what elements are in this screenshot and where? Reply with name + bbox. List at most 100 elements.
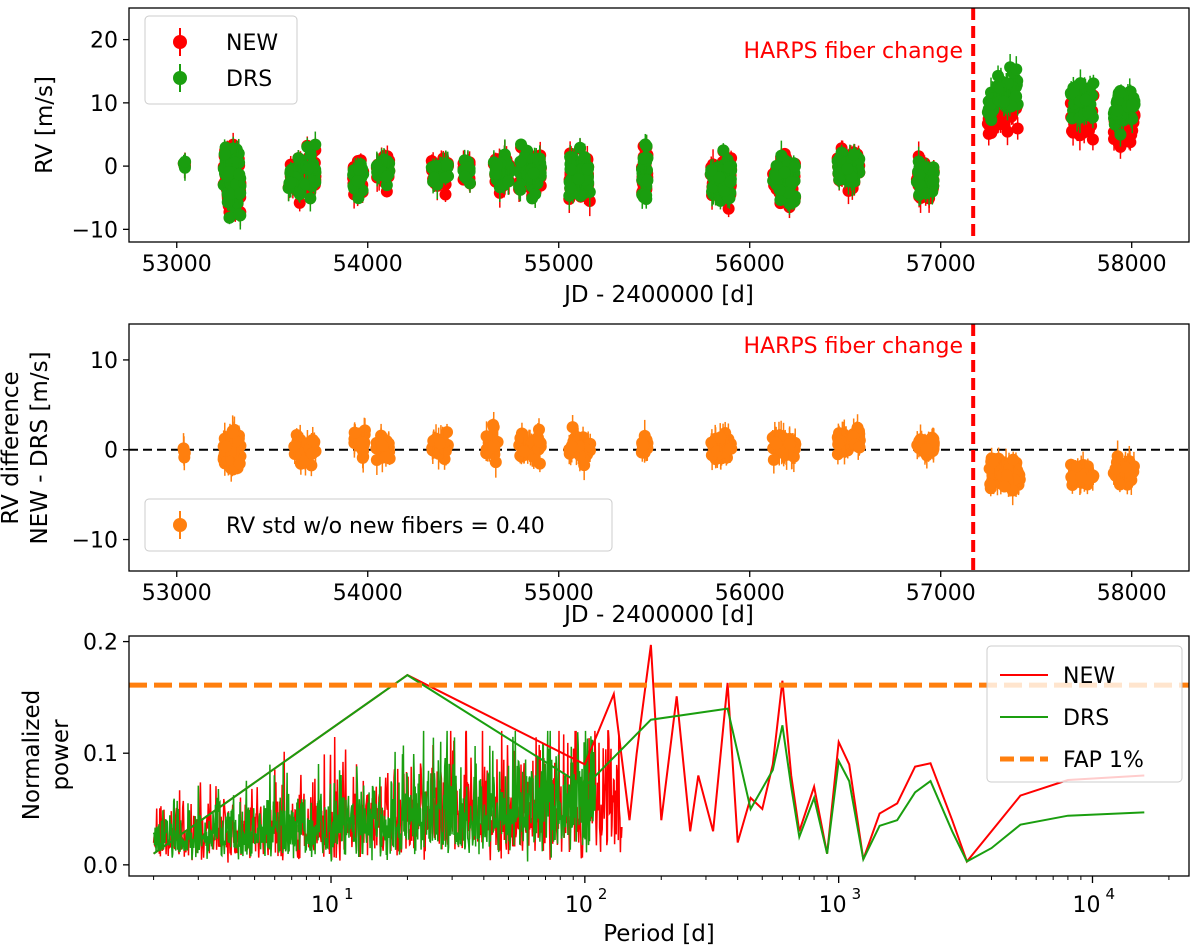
- difference-point: [920, 442, 933, 455]
- new-point: [722, 202, 735, 215]
- drs-point: [353, 163, 366, 176]
- drs-point: [718, 184, 731, 197]
- difference-point: [219, 440, 232, 453]
- difference-point: [533, 435, 546, 448]
- drs-point: [640, 189, 653, 202]
- drs-point: [1126, 99, 1139, 112]
- drs-point: [847, 148, 860, 161]
- difference-point: [770, 437, 783, 450]
- drs-point: [527, 167, 540, 180]
- drs-point: [773, 183, 786, 196]
- x-axis-ticks: 53000 54000 55000 56000 57000 58000: [142, 242, 1167, 277]
- difference-point: [566, 440, 579, 453]
- difference-point: [306, 447, 319, 460]
- x-tick-label: 58000: [1097, 252, 1167, 277]
- drs-noise-band: [152, 730, 597, 862]
- plot-frame: [128, 323, 1190, 572]
- drs-point: [913, 168, 926, 181]
- x-tick-label: 55000: [524, 252, 594, 277]
- y-tick-label: 10: [90, 92, 118, 117]
- drs-point: [527, 153, 540, 166]
- y-tick-label: 10: [90, 349, 118, 374]
- x-tick-label: 53000: [142, 581, 212, 606]
- drs-point: [713, 171, 726, 184]
- y-tick-label: −10: [72, 218, 118, 243]
- periodogram-new-line: [153, 644, 1145, 864]
- y-axis-label: RV difference: [0, 371, 24, 524]
- drs-point: [284, 176, 297, 189]
- fiber-change-annotation: HARPS fiber change: [744, 334, 963, 359]
- drs-point: [460, 161, 473, 174]
- difference-point: [851, 421, 864, 434]
- difference-point: [714, 431, 727, 444]
- drs-point: [564, 163, 577, 176]
- legend-label-drs: DRS: [1063, 706, 1109, 731]
- difference-point: [1113, 478, 1126, 491]
- drs-point: [833, 173, 846, 186]
- drs-point: [429, 160, 442, 173]
- y-tick-label: 0: [104, 439, 118, 464]
- difference-point: [515, 430, 528, 443]
- drs-point: [299, 178, 312, 191]
- drs-point: [1082, 106, 1095, 119]
- plot-frame: [128, 635, 1190, 877]
- x-tick-label: 10: [1072, 893, 1100, 918]
- rv-data-marks: [177, 54, 1141, 230]
- difference-point: [227, 426, 240, 439]
- difference-point: [723, 442, 736, 455]
- drs-point: [292, 152, 305, 165]
- difference-point: [780, 448, 793, 461]
- drs-point: [774, 194, 787, 207]
- drs-point: [179, 155, 192, 168]
- legend-label-new: NEW: [226, 31, 278, 56]
- drs-point: [502, 175, 515, 188]
- drs-point: [992, 69, 1005, 82]
- drs-point: [301, 163, 314, 176]
- drs-point: [783, 197, 796, 210]
- rv-time-series-panel: HARPS fiber change 53000 54000 55000 56000 5…: [32, 7, 1190, 308]
- drs-point: [222, 165, 235, 178]
- drs-point: [380, 170, 393, 183]
- new-point: [1011, 122, 1024, 135]
- x-axis-label: JD - 2400000 [d]: [562, 602, 754, 628]
- drs-point: [927, 174, 940, 187]
- drs-point: [439, 159, 452, 172]
- new-point: [293, 196, 306, 209]
- difference-point: [177, 444, 190, 457]
- difference-point: [379, 451, 392, 464]
- drs-point: [785, 176, 798, 189]
- x-tick-label: 57000: [906, 252, 976, 277]
- difference-point: [783, 437, 796, 450]
- periodogram-panel: 10 1 10 2 10 3 10 4 0.0 0.1 0.2 Period [d] Normal…: [19, 631, 1190, 947]
- y-tick-label: −10: [72, 529, 118, 554]
- drs-point: [233, 168, 246, 181]
- drs-point: [1010, 90, 1023, 103]
- y-tick-label: 0.2: [83, 631, 118, 656]
- difference-point: [233, 457, 246, 470]
- difference-point: [434, 437, 447, 450]
- drs-point: [458, 170, 471, 183]
- drs-point: [351, 175, 364, 188]
- drs-point: [722, 161, 735, 174]
- difference-point: [1075, 471, 1088, 484]
- drs-point: [717, 144, 730, 157]
- y-axis-label-line2: NEW - DRS [m/s]: [27, 351, 53, 544]
- difference-point: [767, 453, 780, 466]
- drs-point: [637, 152, 650, 165]
- legend-frame: [986, 645, 1183, 783]
- x-tick-label: 10: [819, 893, 847, 918]
- drs-point: [724, 175, 737, 188]
- legend: RV std w/o new fibers = 0.40: [144, 498, 613, 552]
- difference-point: [852, 441, 865, 454]
- y-tick-label: 20: [90, 29, 118, 54]
- x-tick-label: 10: [565, 893, 593, 918]
- x-tick-label: 54000: [333, 581, 403, 606]
- drs-point: [1111, 104, 1124, 117]
- legend: NEW DRS: [144, 15, 298, 105]
- drs-point: [233, 208, 246, 221]
- legend-marker-new: [173, 35, 187, 49]
- legend-marker-drs: [173, 71, 187, 85]
- drs-point: [572, 172, 585, 185]
- difference-point: [488, 439, 501, 452]
- drs-point: [705, 164, 718, 177]
